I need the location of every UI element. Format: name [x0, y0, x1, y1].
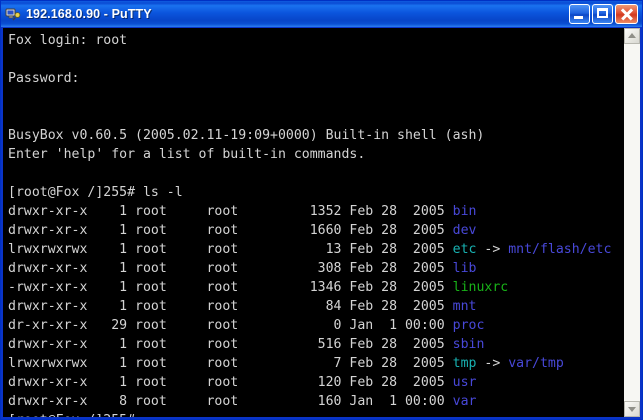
- prompt-idle: [root@Fox /]255#: [8, 411, 623, 417]
- ls-row-etc: lrwxrwxrwx 1 root root 13 Feb 28 2005 et…: [8, 240, 623, 259]
- help-hint: Enter 'help' for a list of built-in comm…: [8, 145, 623, 164]
- ls-row-proc: dr-xr-xr-x 29 root root 0 Jan 1 00:00 pr…: [8, 316, 623, 335]
- ls-row-linuxrc: -rwxr-xr-x 1 root root 1346 Feb 28 2005 …: [8, 278, 623, 297]
- command-ls: [root@Fox /]255# ls -l: [8, 183, 623, 202]
- ls-row-linuxrc-seg-0: -rwxr-xr-x 1 root root 1346 Feb 28 2005: [8, 280, 453, 295]
- login-line: Fox login: root: [8, 31, 623, 50]
- maximize-button[interactable]: [592, 4, 613, 24]
- ls-row-tmp-seg-3: var/tmp: [508, 356, 564, 371]
- ls-row-usr-seg-1: usr: [452, 375, 477, 390]
- ls-row-tmp-seg-1: tmp: [452, 356, 477, 371]
- client-area: Fox login: root Password: BusyBox v0.60.5 …: [1, 27, 642, 419]
- ls-row-var: drwxr-xr-x 8 root root 160 Jan 1 00:00 v…: [8, 392, 623, 411]
- ls-row-etc-seg-2: ->: [476, 242, 509, 257]
- ls-row-tmp-seg-0: lrwxrwxrwx 1 root root 7 Feb 28 2005: [8, 356, 453, 371]
- ls-row-lib-seg-0: drwxr-xr-x 1 root root 308 Feb 28 2005: [8, 261, 453, 276]
- blank-4: [8, 164, 623, 183]
- chevron-up-icon: [628, 33, 636, 38]
- ls-row-dev-seg-1: dev: [452, 223, 477, 238]
- putty-icon: [5, 6, 21, 22]
- blank-2: [8, 88, 623, 107]
- ls-row-usr-seg-0: drwxr-xr-x 1 root root 120 Feb 28 2005: [8, 375, 453, 390]
- blank-1: [8, 50, 623, 69]
- scroll-up-button[interactable]: [624, 28, 640, 44]
- chevron-down-icon: [628, 407, 636, 412]
- login-line-seg-0: Fox login: root: [8, 33, 128, 48]
- busybox-banner: BusyBox v0.60.5 (2005.02.11-19:09+0000) …: [8, 126, 623, 145]
- ls-row-etc-seg-1: etc: [452, 242, 477, 257]
- window-controls: [569, 4, 638, 24]
- ls-row-etc-seg-3: mnt/flash/etc: [508, 242, 612, 257]
- ls-row-sbin-seg-1: sbin: [452, 337, 485, 352]
- blank-3: [8, 107, 623, 126]
- minimize-icon: [574, 16, 583, 19]
- minimize-button[interactable]: [569, 4, 590, 24]
- ls-row-linuxrc-seg-1: linuxrc: [452, 280, 509, 295]
- ls-row-sbin: drwxr-xr-x 1 root root 516 Feb 28 2005 s…: [8, 335, 623, 354]
- prompt-idle-seg-0: [root@Fox /]255#: [8, 413, 135, 417]
- ls-row-usr: drwxr-xr-x 1 root root 120 Feb 28 2005 u…: [8, 373, 623, 392]
- ls-row-bin-seg-0: drwxr-xr-x 1 root root 1352 Feb 28 2005: [8, 204, 453, 219]
- ls-row-dev-seg-0: drwxr-xr-x 1 root root 1660 Feb 28 2005: [8, 223, 453, 238]
- ls-row-lib-seg-1: lib: [452, 261, 477, 276]
- ls-row-mnt: drwxr-xr-x 1 root root 84 Feb 28 2005 mn…: [8, 297, 623, 316]
- ls-row-tmp-seg-2: ->: [476, 356, 509, 371]
- ls-row-lib: drwxr-xr-x 1 root root 308 Feb 28 2005 l…: [8, 259, 623, 278]
- window-title: 192.168.0.90 - PuTTY: [26, 7, 152, 21]
- maximize-icon: [597, 8, 608, 18]
- password-line: Password:: [8, 69, 623, 88]
- scrollbar-track[interactable]: [624, 44, 640, 401]
- ls-row-var-seg-0: drwxr-xr-x 8 root root 160 Jan 1 00:00: [8, 394, 453, 409]
- help-hint-seg-0: Enter 'help' for a list of built-in comm…: [8, 147, 366, 162]
- ls-row-sbin-seg-0: drwxr-xr-x 1 root root 516 Feb 28 2005: [8, 337, 453, 352]
- ls-row-proc-seg-0: dr-xr-xr-x 29 root root 0 Jan 1 00:00: [8, 318, 453, 333]
- ls-row-bin: drwxr-xr-x 1 root root 1352 Feb 28 2005 …: [8, 202, 623, 221]
- ls-row-dev: drwxr-xr-x 1 root root 1660 Feb 28 2005 …: [8, 221, 623, 240]
- password-line-seg-0: Password:: [8, 71, 80, 86]
- ls-row-var-seg-1: var: [452, 394, 477, 409]
- close-button[interactable]: [615, 4, 638, 24]
- ls-row-tmp: lrwxrwxrwx 1 root root 7 Feb 28 2005 tmp…: [8, 354, 623, 373]
- terminal-scrollbar[interactable]: [623, 28, 640, 417]
- ls-row-mnt-seg-1: mnt: [452, 299, 477, 314]
- command-ls-seg-0: [root@Fox /]255# ls -l: [8, 185, 183, 200]
- ls-row-proc-seg-1: proc: [452, 318, 485, 333]
- busybox-banner-seg-0: BusyBox v0.60.5 (2005.02.11-19:09+0000) …: [8, 128, 485, 143]
- ls-row-mnt-seg-0: drwxr-xr-x 1 root root 84 Feb 28 2005: [8, 299, 453, 314]
- ls-row-etc-seg-0: lrwxrwxrwx 1 root root 13 Feb 28 2005: [8, 242, 453, 257]
- ls-row-bin-seg-1: bin: [452, 204, 477, 219]
- terminal-screen[interactable]: Fox login: root Password: BusyBox v0.60.5 …: [3, 28, 623, 417]
- scroll-down-button[interactable]: [624, 401, 640, 417]
- title-bar[interactable]: 192.168.0.90 - PuTTY: [1, 1, 642, 27]
